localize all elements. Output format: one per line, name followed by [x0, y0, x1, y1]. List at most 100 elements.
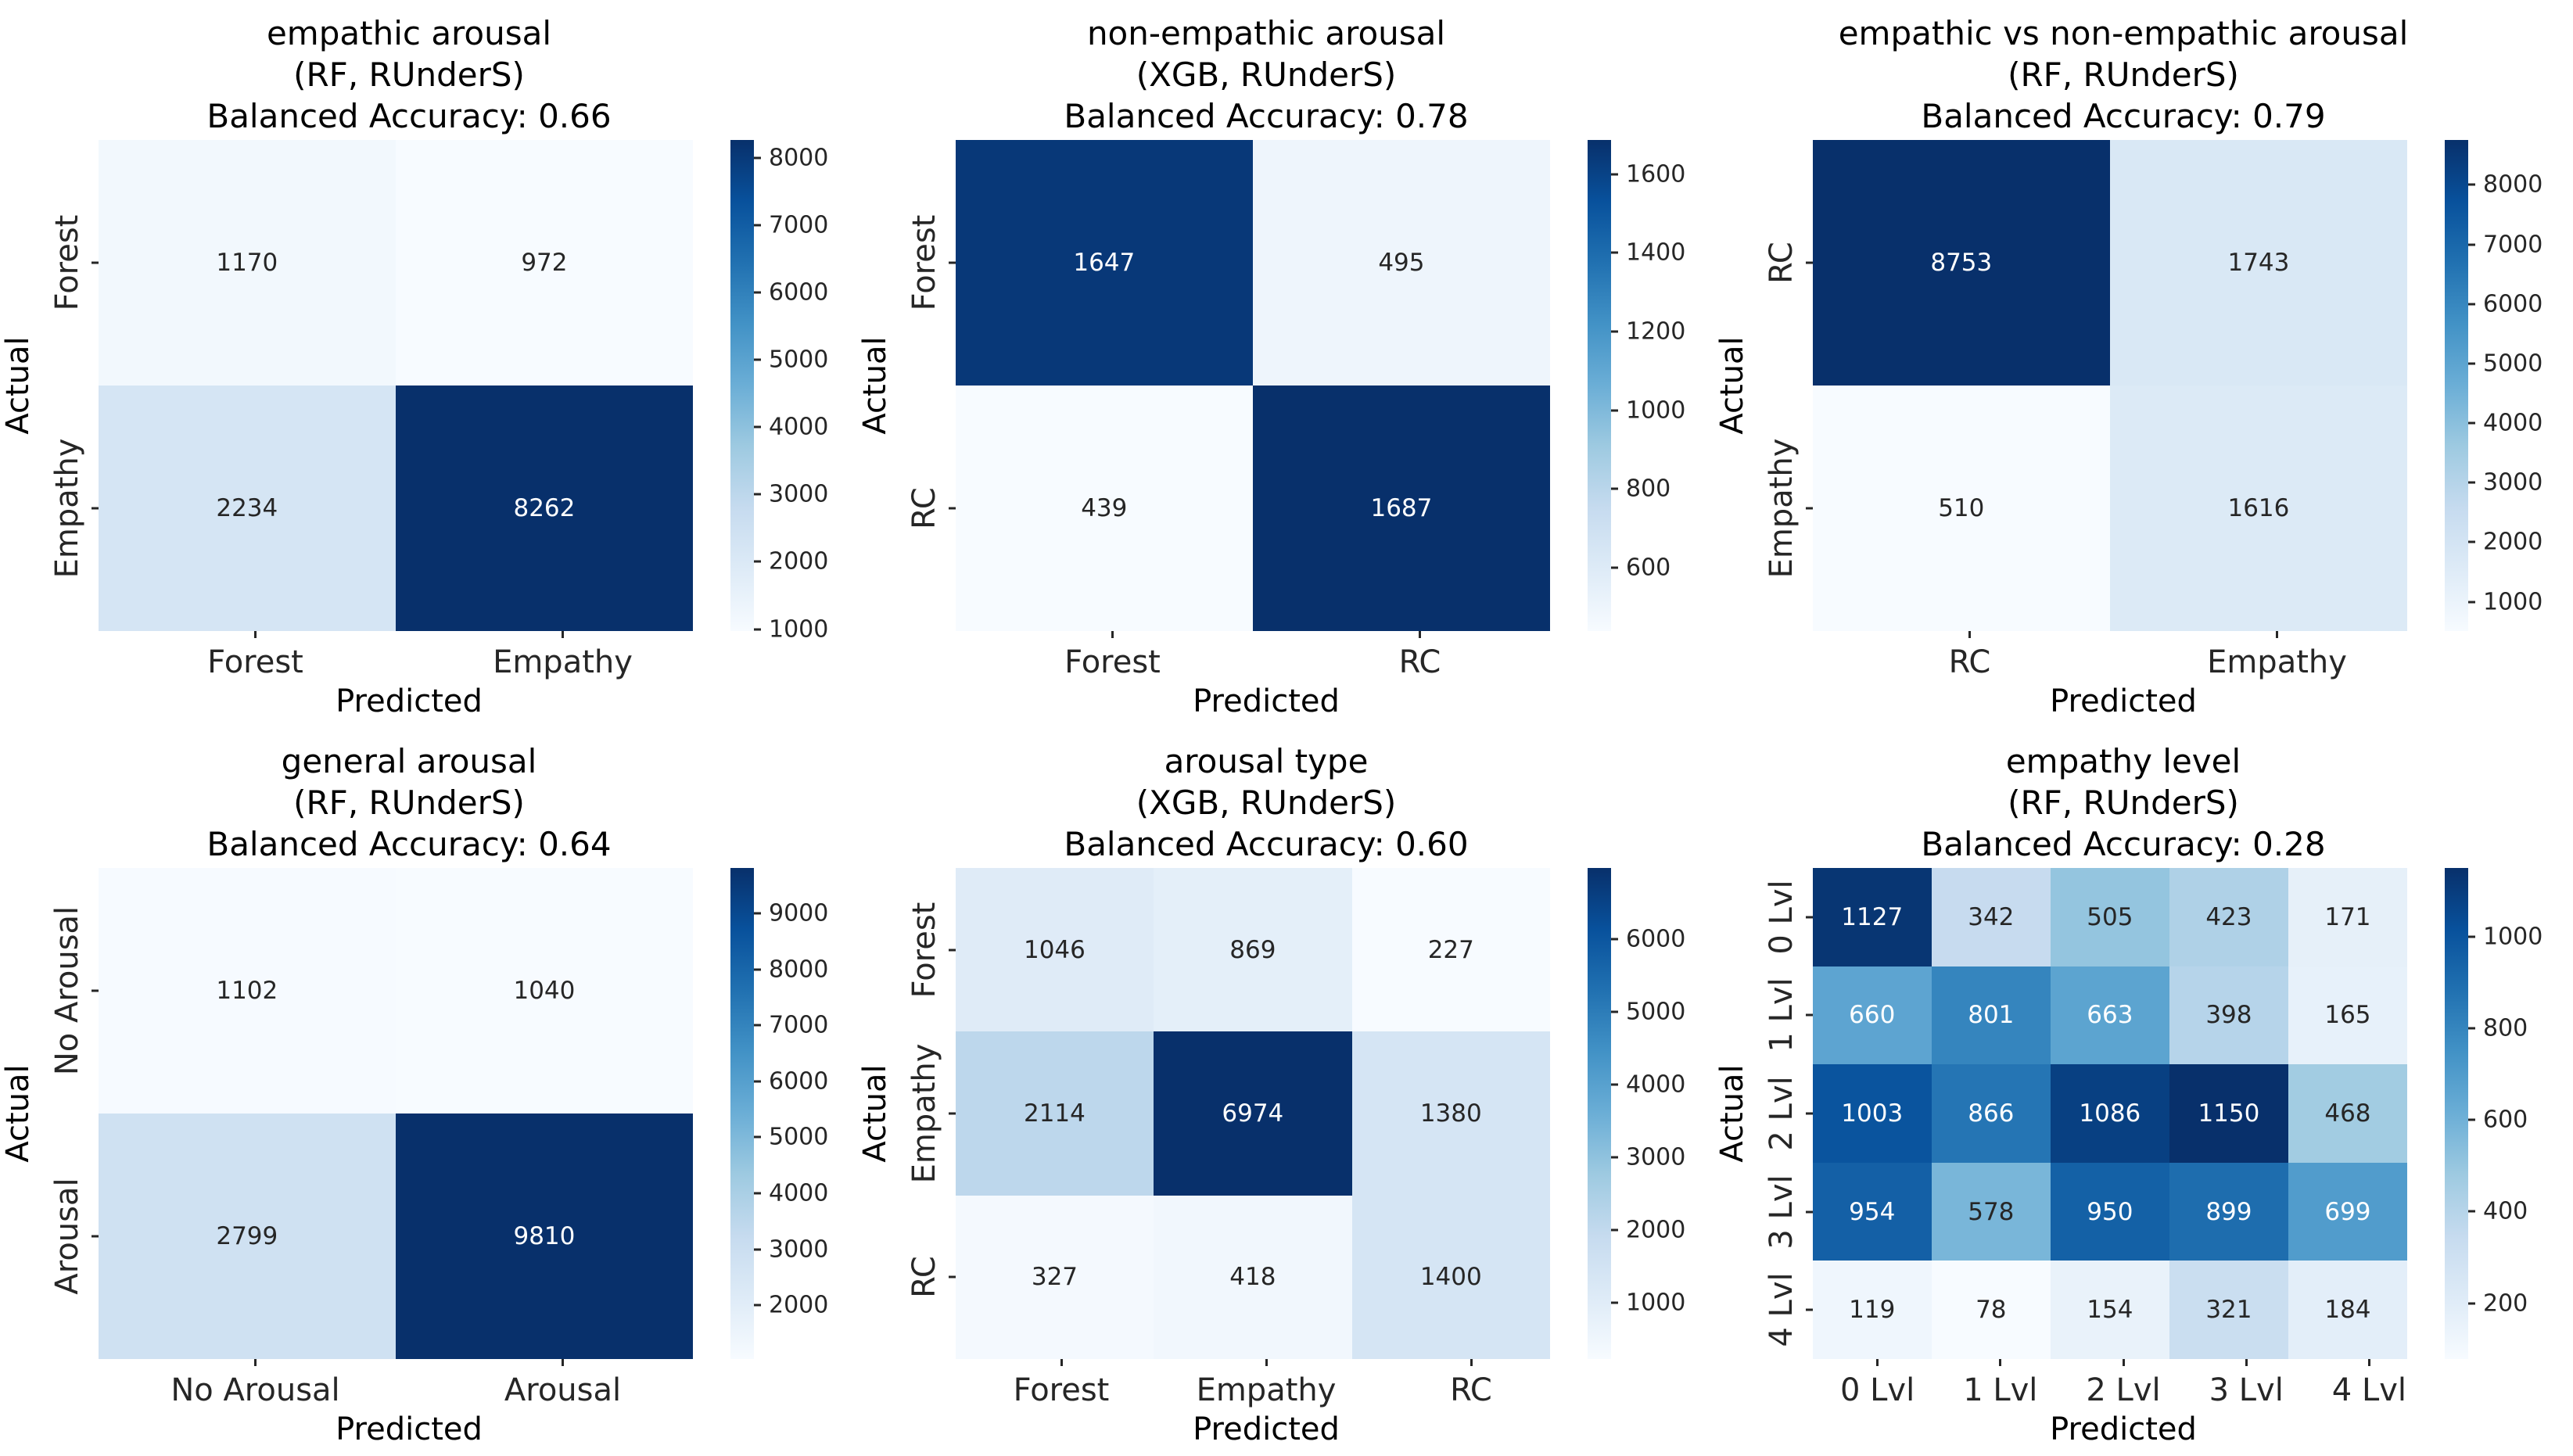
colorbar-tick-label: 2000 — [768, 1291, 829, 1319]
colorbar-tick: 8000 — [2467, 171, 2542, 199]
heatmap-cell-value: 6974 — [1222, 1099, 1284, 1128]
heatmap-cell: 2114 — [955, 1031, 1154, 1196]
y-tick-mark — [91, 261, 99, 264]
colorbar-tick-label: 8000 — [768, 956, 829, 984]
panel-title-line: Balanced Accuracy: 0.28 — [1921, 825, 2326, 863]
heatmap-cell: 866 — [1931, 1064, 2051, 1163]
colorbar-tick: 1000 — [1610, 1289, 1685, 1317]
colorbar-tick: 3000 — [753, 481, 828, 508]
heatmap-cell: 6974 — [1154, 1031, 1352, 1196]
x-tick-label: 1 Lvl — [1963, 1372, 2038, 1408]
colorbar-tick: 4000 — [2467, 409, 2543, 437]
colorbar-tick-label: 4000 — [768, 1179, 829, 1207]
heatmap-cell-value: 1040 — [513, 977, 576, 1005]
colorbar-tick-mark — [753, 493, 761, 496]
heatmap-cell-value: 327 — [1031, 1263, 1078, 1292]
x-tick: 0 Lvl — [1816, 1359, 1939, 1408]
colorbar-ticks: 1000 2000 3000 4000 5000 6000 7000 8000 — [753, 140, 857, 643]
heatmap-cell-value: 468 — [2324, 1099, 2371, 1128]
x-axis-label: Predicted — [959, 1411, 1574, 1447]
y-tick-label: RC — [906, 1256, 942, 1299]
heatmap-cell-value: 8262 — [513, 494, 576, 522]
heatmap: 1046 869 227 2114 6974 1380 327 418 1400 — [955, 868, 1550, 1359]
y-tick-mark — [948, 1275, 956, 1278]
panel-title-line: empathy level — [2005, 742, 2241, 780]
x-tick: RC — [1369, 1359, 1574, 1408]
colorbar-tick: 2000 — [2467, 529, 2542, 556]
colorbar-tick-label: 7000 — [768, 211, 829, 239]
y-tick-labels: RC Empathy — [1750, 140, 1813, 631]
heatmap-cell-value: 1170 — [216, 249, 278, 277]
heatmap-cell: 1647 — [955, 140, 1253, 386]
colorbar-tick-mark — [753, 968, 761, 971]
heatmap-cell: 439 — [955, 386, 1253, 631]
y-tick: RC — [893, 386, 956, 631]
heatmap-cell: 505 — [2050, 868, 2169, 966]
heatmap-cell: 1743 — [2109, 140, 2407, 386]
panel-title-line: (RF, RUnderS) — [293, 56, 525, 94]
colorbar-tick-label: 1000 — [2482, 923, 2543, 951]
heatmap-cell-value: 8753 — [1930, 249, 1993, 277]
panel-title-line: (RF, RUnderS) — [2008, 56, 2239, 94]
heatmap-cell-value: 1127 — [1841, 902, 1904, 931]
plot-area: Actual RC Empathy 8753 1743 510 1616 1000 2000 30… — [1714, 140, 2571, 631]
y-axis-label-text: Actual — [0, 1064, 37, 1163]
colorbar-tick-mark — [2467, 1210, 2475, 1213]
heatmap-cell-value: 950 — [2087, 1197, 2133, 1226]
panel-title: empathy level (RF, RUnderS) Balanced Accur… — [1714, 741, 2532, 865]
y-tick-labels: Forest Empathy — [36, 140, 99, 631]
panel-title-line: Balanced Accuracy: 0.66 — [206, 97, 612, 135]
x-tick-mark — [2367, 1359, 2370, 1366]
colorbar-tick-mark — [2467, 362, 2475, 365]
y-tick-labels: Forest RC — [893, 140, 956, 631]
x-tick-label: Forest — [207, 644, 303, 680]
x-tick-labels: 0 Lvl 1 Lvl 2 Lvl 3 Lvl 4 Lvl — [1816, 1359, 2431, 1408]
x-tick: 2 Lvl — [2062, 1359, 2184, 1408]
x-tick-label: 3 Lvl — [2209, 1372, 2284, 1408]
y-tick-mark — [1805, 1210, 1813, 1214]
colorbar-tick: 6000 — [1610, 925, 1685, 952]
confusion-matrix-panel: empathic arousal (RF, RUnderS) Balanced Ac… — [0, 0, 857, 728]
colorbar-tick: 7000 — [2467, 231, 2542, 258]
y-tick-mark — [91, 989, 99, 992]
colorbar-gradient — [730, 140, 754, 631]
heatmap-cell-value: 1743 — [2227, 249, 2290, 277]
x-tick-label: Forest — [1064, 644, 1161, 680]
heatmap-cell: 8262 — [395, 386, 693, 631]
colorbar-tick: 3000 — [753, 1235, 828, 1263]
x-tick-mark — [1876, 1359, 1879, 1366]
heatmap-cell: 899 — [2169, 1162, 2288, 1261]
colorbar-ticks: 1000 2000 3000 4000 5000 6000 7000 8000 — [2467, 140, 2571, 631]
x-tick-label: RC — [1398, 644, 1441, 680]
colorbar-tick-label: 800 — [2482, 1014, 2528, 1042]
heatmap-cell: 327 — [955, 1195, 1154, 1359]
colorbar: 200 400 600 800 1000 — [2444, 868, 2571, 1359]
panel-title-line: Balanced Accuracy: 0.79 — [1921, 97, 2326, 135]
colorbar-tick-mark — [2467, 481, 2475, 484]
y-axis-label-text: Actual — [857, 336, 894, 435]
x-tick-mark — [254, 631, 257, 638]
panel-title-line: general arousal — [281, 742, 537, 780]
x-tick: Empathy — [409, 631, 716, 680]
colorbar-tick-label: 9000 — [768, 899, 829, 927]
x-tick: Forest — [102, 631, 409, 680]
x-axis-label: Predicted — [1816, 683, 2431, 719]
heatmap-cell-value: 578 — [1968, 1197, 2015, 1226]
panel-title-line: empathic vs non-empathic arousal — [1838, 14, 2409, 52]
colorbar-tick-label: 4000 — [2482, 409, 2543, 437]
colorbar: 1000 2000 3000 4000 5000 6000 7000 8000 — [2444, 140, 2571, 631]
heatmap-cell-value: 510 — [1938, 494, 1985, 522]
y-tick-label: 2 Lvl — [1763, 1076, 1800, 1151]
x-tick-mark — [1470, 1359, 1473, 1366]
heatmap-cell-value: 78 — [1976, 1296, 2007, 1325]
heatmap-cell: 2234 — [98, 386, 396, 631]
y-tick: 1 Lvl — [1750, 966, 1813, 1065]
y-tick-label: Empathy — [48, 438, 85, 579]
x-axis-label-text: Predicted — [336, 683, 483, 719]
x-tick-mark — [2245, 1359, 2248, 1366]
colorbar-tick: 3000 — [2467, 469, 2542, 497]
colorbar: 1000 2000 3000 4000 5000 6000 7000 8000 — [730, 140, 857, 643]
heatmap-cell: 954 — [1812, 1162, 1932, 1261]
y-tick-label: Empathy — [1763, 438, 1800, 579]
y-tick-mark — [1805, 1013, 1813, 1017]
